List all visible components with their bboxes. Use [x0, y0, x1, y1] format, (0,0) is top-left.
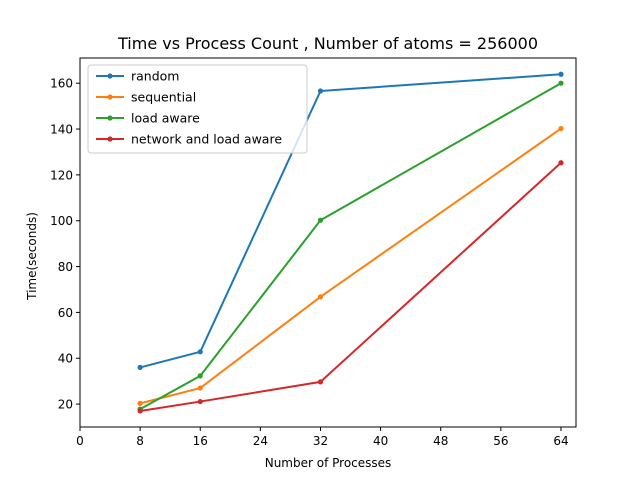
data-point — [558, 71, 564, 77]
x-axis-label: Number of Processes — [265, 456, 392, 470]
series-sequential — [137, 125, 564, 406]
legend-marker — [107, 73, 113, 79]
x-tick-label: 56 — [493, 434, 508, 448]
legend: random sequential load aware network and lo… — [87, 64, 308, 154]
data-point — [137, 400, 143, 406]
series-network-and-load-aware — [137, 160, 564, 414]
series-random — [137, 71, 564, 371]
y-tick-label: 40 — [58, 352, 73, 366]
data-point — [558, 125, 564, 132]
chart-title: Time vs Process Count , Number of atoms … — [117, 34, 538, 53]
legend-marker — [107, 94, 113, 100]
y-axis-label: Time(seconds) — [25, 212, 39, 301]
x-axis-ticks: 0 8 16 24 32 40 48 56 64 — [76, 427, 569, 448]
data-point — [558, 160, 564, 166]
y-tick-label: 80 — [58, 260, 73, 274]
plot-area — [137, 71, 564, 414]
legend-label: load aware — [131, 111, 200, 126]
legend-item: load aware — [96, 111, 200, 126]
legend-label: sequential — [131, 90, 196, 105]
y-axis-ticks: 20 40 60 80 100 120 140 160 — [50, 77, 80, 412]
data-point — [197, 349, 203, 355]
series-line — [139, 127, 562, 405]
x-tick-label: 64 — [553, 434, 568, 448]
data-point — [197, 373, 203, 379]
series-line — [139, 82, 562, 410]
legend-box — [87, 64, 308, 154]
legend-label: network and load aware — [131, 132, 282, 147]
x-tick-label: 0 — [76, 434, 84, 448]
legend-marker — [107, 136, 113, 142]
legend-label: random — [131, 69, 179, 84]
series-line — [139, 73, 562, 369]
y-tick-label: 140 — [50, 123, 73, 137]
legend-marker — [107, 115, 113, 121]
x-tick-label: 40 — [373, 434, 388, 448]
y-tick-label: 120 — [50, 168, 73, 182]
x-tick-label: 16 — [193, 434, 208, 448]
y-tick-label: 20 — [58, 398, 73, 412]
x-tick-label: 48 — [433, 434, 448, 448]
legend-item: sequential — [96, 90, 196, 105]
data-point — [317, 217, 324, 223]
x-tick-label: 24 — [253, 434, 268, 448]
data-point — [317, 88, 324, 94]
data-point — [197, 385, 203, 391]
series-line — [139, 162, 562, 412]
data-point — [317, 379, 324, 385]
x-tick-label: 32 — [313, 434, 328, 448]
y-tick-label: 160 — [50, 77, 73, 91]
x-tick-label: 8 — [136, 434, 144, 448]
y-tick-label: 60 — [58, 306, 73, 320]
series-load-aware — [137, 80, 564, 412]
legend-item: random — [96, 69, 179, 84]
data-point — [317, 294, 324, 300]
data-point — [197, 398, 203, 405]
data-point — [137, 408, 143, 414]
data-point — [558, 80, 564, 86]
y-tick-label: 100 — [50, 214, 73, 228]
data-point — [137, 364, 143, 371]
legend-item: network and load aware — [96, 132, 282, 147]
axes-frame — [79, 57, 577, 428]
